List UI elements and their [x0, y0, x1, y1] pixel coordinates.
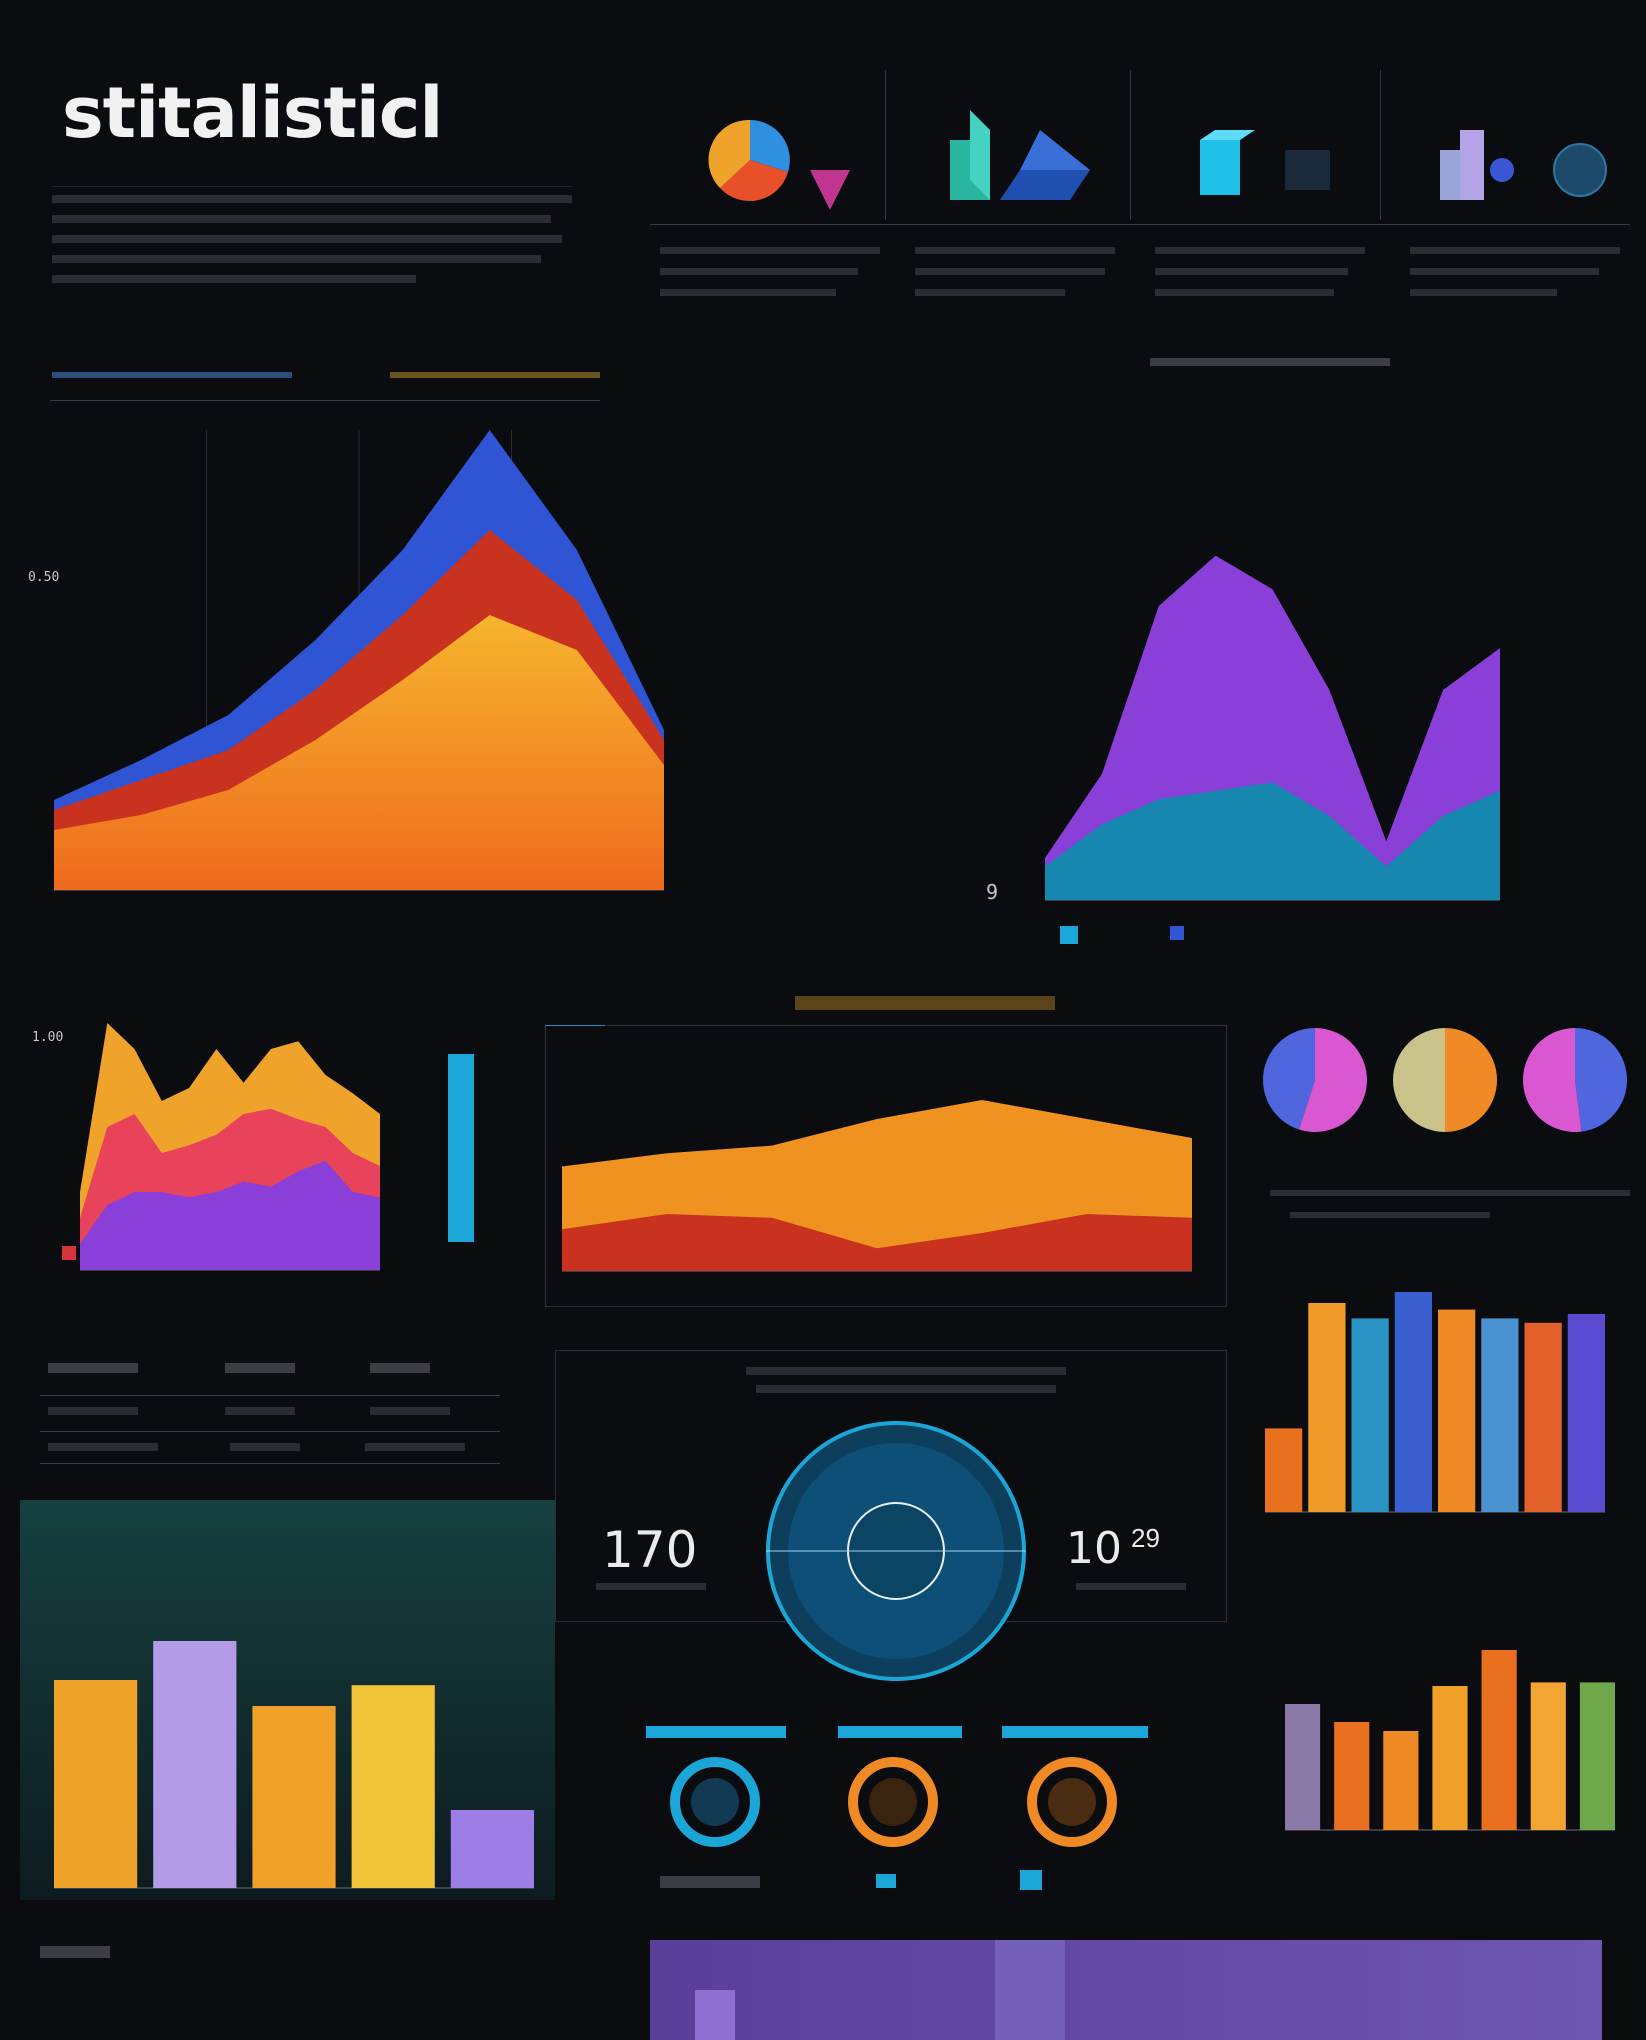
bar — [1308, 1303, 1346, 1512]
bar — [1394, 1292, 1432, 1512]
area-series — [80, 1160, 380, 1270]
chart-3-area: 1.00 — [20, 990, 490, 1310]
summary-table — [40, 1355, 500, 1465]
bar — [1351, 1318, 1389, 1512]
legend-swatch — [1170, 926, 1184, 940]
icon-strip — [650, 60, 1630, 296]
area-series — [562, 1214, 1192, 1271]
globe-icon — [1440, 130, 1607, 200]
legend-swatch — [62, 1246, 76, 1260]
y-tick-label: 9 — [986, 880, 999, 904]
y-tick-label: 1.00 — [32, 1030, 64, 1045]
bar-chart-1 — [1255, 1260, 1635, 1560]
stat-right-value: 10 — [1066, 1523, 1122, 1574]
bar — [448, 1054, 474, 1242]
bar — [1567, 1314, 1605, 1512]
chart-4-area — [545, 1025, 1227, 1307]
pie-slice — [1445, 1028, 1497, 1132]
stat-right-sup: 29 — [1131, 1523, 1160, 1553]
pie-group — [1260, 1020, 1640, 1140]
pie-slice — [1575, 1028, 1628, 1132]
pie-slice — [1523, 1028, 1582, 1132]
pie-slice — [1263, 1028, 1315, 1130]
bottom-strip — [650, 1940, 1602, 2040]
pie-slice — [1393, 1028, 1445, 1132]
bar — [1530, 1682, 1566, 1830]
bar — [450, 1810, 534, 1888]
intro-paragraph — [52, 186, 572, 295]
bar-chart-3 — [1255, 1620, 1635, 1850]
bar — [1481, 1318, 1519, 1512]
legend-swatch — [1060, 926, 1078, 944]
bar — [1383, 1731, 1419, 1830]
chart-1-area: 0.50 — [20, 430, 860, 950]
chart-2-area: 9 — [900, 420, 1640, 960]
stat-left-value: 170 — [602, 1521, 698, 1579]
bar — [1579, 1682, 1615, 1830]
pie-slice — [1298, 1028, 1367, 1132]
bar — [1285, 1704, 1321, 1830]
donut-icon — [1200, 130, 1330, 195]
bar — [54, 1680, 138, 1888]
y-tick-label: 0.50 — [28, 570, 60, 585]
bar — [1438, 1309, 1476, 1512]
bar — [1432, 1686, 1468, 1830]
bar-chart-2-panel — [20, 1500, 555, 1900]
bar — [1265, 1428, 1303, 1512]
bar — [252, 1706, 336, 1888]
cube-icon — [950, 110, 1090, 200]
badge-row — [640, 1720, 1160, 1890]
area-series — [54, 615, 664, 890]
bar — [1334, 1722, 1370, 1830]
bar — [153, 1641, 237, 1888]
gauge-panel: 170 10 29 — [555, 1350, 1227, 1681]
page-title: stitalisticl — [62, 72, 443, 154]
bar — [1481, 1650, 1517, 1830]
bar — [1524, 1322, 1562, 1512]
pie-icon — [708, 119, 850, 210]
bar — [351, 1685, 435, 1888]
area-series — [1045, 782, 1500, 900]
gauge-ring — [766, 1421, 1026, 1681]
